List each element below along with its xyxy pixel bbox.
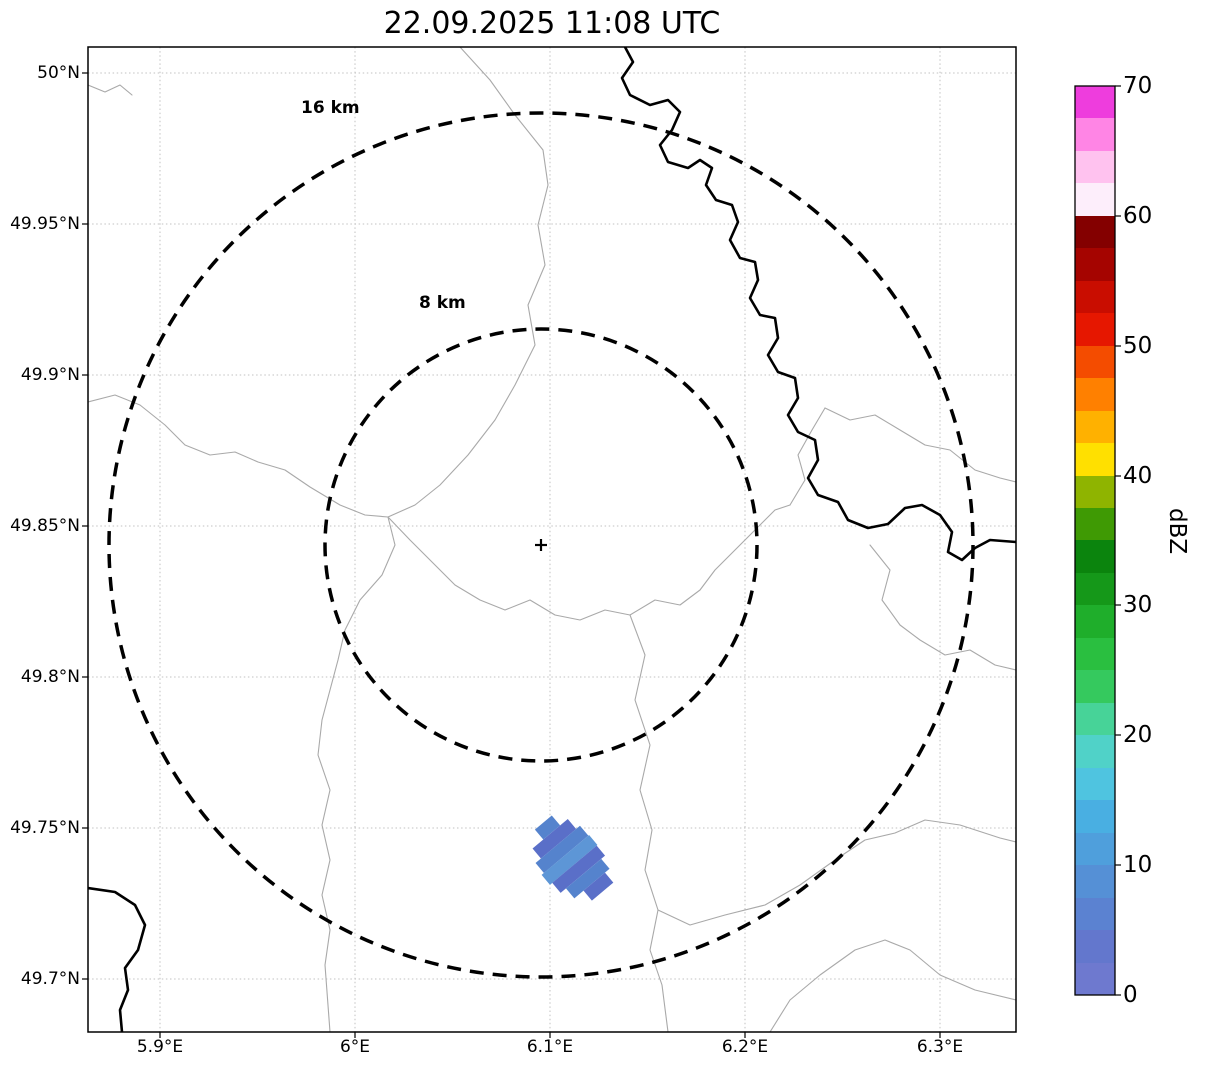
colorbar-bands [1075,85,1115,995]
colorbar-band [1075,345,1115,379]
colorbar-tick-label: 20 [1123,722,1153,748]
colorbar-band [1075,378,1115,411]
colorbar-band [1075,962,1115,995]
colorbar-band [1075,313,1115,346]
colorbar-band [1075,443,1115,476]
precip-echo [532,815,614,901]
colorbar-band [1075,215,1115,249]
y-tick-label: 49.95°N [10,214,80,234]
colorbar-band [1075,767,1115,801]
colorbar-band [1075,702,1115,736]
x-tick-label: 6°E [339,1037,371,1057]
colorbar-band [1075,248,1115,281]
y-tick-label: 49.75°N [10,818,80,838]
y-tick-label: 49.8°N [20,667,80,687]
colorbar-band [1075,280,1115,314]
colorbar-band [1075,475,1115,508]
colorbar-band [1075,118,1115,151]
plot-title: 22.09.2025 11:08 UTC [383,6,721,41]
colorbar-band [1075,930,1115,963]
plot-frame [87,46,1017,1033]
colorbar-band [1075,865,1115,898]
range-ring-8km [323,327,759,763]
colorbar-axis-label: dBZ [1164,508,1190,555]
colorbar-band [1075,670,1115,703]
colorbar-band [1075,540,1115,573]
y-tick-label: 49.85°N [10,516,80,536]
colorbar-band [1075,507,1115,541]
colorbar-tick-label: 70 [1123,73,1153,99]
colorbar-band [1075,832,1115,866]
colorbar-band [1075,85,1115,119]
colorbar-band [1075,572,1115,606]
range-ring-16km [107,111,975,979]
colorbar-tick-label: 50 [1123,333,1153,359]
colorbar-tick-label: 10 [1123,852,1153,878]
range-ring-label-8km: 8 km [419,293,466,313]
map-boundary-lines [88,47,1016,1032]
range-rings [107,111,975,979]
axis-tick-marks [82,72,941,1038]
river-lines [88,47,1016,1032]
range-ring-label-16km: 16 km [301,98,360,118]
colorbar-tick-marks [1115,85,1121,996]
colorbar-band [1075,150,1115,184]
x-tick-label: 6.3°E [916,1037,964,1057]
y-tick-label: 50°N [37,63,80,83]
colorbar-tick-label: 30 [1123,592,1153,618]
colorbar-band [1075,637,1115,671]
colorbar-band [1075,735,1115,768]
x-tick-label: 5.9°E [136,1037,184,1057]
colorbar-tick-label: 60 [1123,203,1153,229]
gridlines [88,47,1016,1032]
colorbar-tick-label: 40 [1123,463,1153,489]
colorbar-tick-label: 0 [1123,982,1138,1008]
radar-center-marker [535,539,547,551]
x-tick-label: 6.2°E [721,1037,769,1057]
colorbar-band [1075,605,1115,638]
colorbar-band [1075,800,1115,833]
y-tick-label: 49.9°N [20,365,80,385]
y-tick-label: 49.7°N [20,969,80,989]
colorbar-band [1075,410,1115,444]
colorbar-band [1075,183,1115,216]
colorbar-band [1075,897,1115,931]
x-tick-label: 6.1°E [526,1037,574,1057]
